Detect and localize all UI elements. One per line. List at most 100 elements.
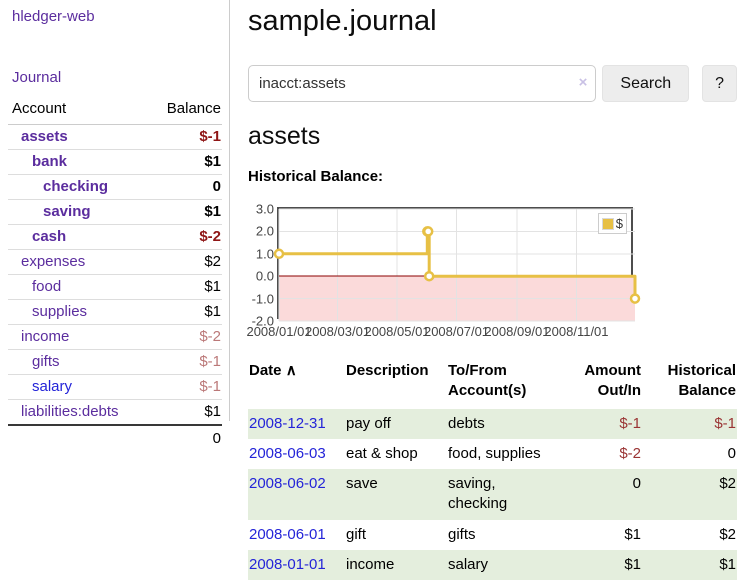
- register-header-tofrom: To/From Account(s): [448, 362, 527, 400]
- account-link-supplies[interactable]: supplies: [32, 303, 88, 320]
- transaction-date-link[interactable]: 2008-12-31: [249, 414, 326, 432]
- transaction-amount: $-1: [619, 414, 641, 432]
- x-axis-tick-label: 2008/07/01: [423, 324, 490, 339]
- transaction-row: 2008-06-01 gift gifts $1 $2: [248, 520, 737, 550]
- transaction-accounts: gifts: [448, 525, 476, 543]
- transaction-date-link[interactable]: 2008-06-01: [249, 525, 326, 543]
- account-link-expenses[interactable]: expenses: [21, 253, 86, 270]
- transaction-amount: $-2: [619, 444, 641, 462]
- account-row: supplies $1: [8, 299, 222, 325]
- transaction-balance: $2: [719, 525, 736, 543]
- account-balance: $-1: [147, 349, 222, 375]
- help-button[interactable]: ?: [702, 65, 737, 102]
- sidebar: hledger-web Journal Account Balance asse…: [0, 0, 230, 451]
- search-input[interactable]: [248, 65, 597, 102]
- transaction-accounts: salary: [448, 555, 489, 573]
- transaction-amount: $1: [624, 555, 641, 573]
- register-header-balance: Historical Balance: [667, 362, 736, 400]
- transaction-amount: 0: [632, 475, 641, 492]
- account-row: cash $-2: [8, 224, 222, 250]
- accounts-header-balance: Balance: [147, 97, 222, 125]
- account-link-liabilities-debts[interactable]: liabilities:debts: [21, 403, 119, 420]
- transaction-description: eat & shop: [346, 444, 418, 462]
- account-row: bank $1: [8, 149, 222, 175]
- transaction-row: 2008-06-03 eat & shop food, supplies $-2 0: [248, 439, 737, 469]
- account-row: income $-2: [8, 324, 222, 350]
- search-button[interactable]: Search: [602, 65, 690, 102]
- transaction-accounts: saving, checking: [448, 475, 508, 513]
- y-axis-tick-label: 2.0: [255, 223, 274, 239]
- account-row: expenses $2: [8, 249, 222, 275]
- account-link-food[interactable]: food: [32, 278, 62, 295]
- sort-ascending-icon: ∧: [285, 362, 297, 379]
- transaction-balance: 0: [727, 444, 736, 462]
- transaction-accounts: food, supplies: [448, 444, 541, 462]
- account-row: assets $-1: [8, 125, 222, 150]
- account-balance: 0: [147, 174, 222, 200]
- chart-legend: $: [597, 213, 627, 234]
- transaction-balance: $1: [719, 555, 736, 573]
- account-balance: $1: [147, 299, 222, 325]
- page-title: sample.journal: [248, 5, 437, 37]
- register-header-description: Description: [346, 362, 429, 379]
- account-heading: assets: [248, 122, 321, 150]
- balance-chart: $ 3.0 2.0 1.0 0.0 -1.0 -2.0 2008/01/01 2008/03/…: [246, 193, 737, 343]
- legend-swatch-icon: [601, 217, 614, 230]
- transaction-accounts: debts: [448, 414, 485, 432]
- legend-label: $: [615, 216, 623, 231]
- chart-title: Historical Balance:: [248, 168, 384, 185]
- account-balance: $1: [147, 274, 222, 300]
- account-balance: $-1: [147, 374, 222, 400]
- clear-search-icon[interactable]: ×: [578, 74, 588, 91]
- transaction-balance: $2: [719, 475, 736, 492]
- accounts-total: 0: [147, 424, 222, 451]
- y-axis-tick-label: 0.0: [255, 268, 274, 284]
- account-row: checking 0: [8, 174, 222, 200]
- account-balance: $-2: [147, 224, 222, 250]
- account-link-checking[interactable]: checking: [43, 178, 109, 195]
- sidebar-item-journal[interactable]: Journal: [12, 69, 62, 86]
- register-header-amount: Amount Out/In: [584, 362, 641, 400]
- transaction-date-link[interactable]: 2008-06-03: [249, 444, 326, 462]
- register-header-date[interactable]: Date ∧: [249, 362, 297, 379]
- y-axis-tick-label: -1.0: [251, 291, 274, 307]
- transaction-description: save: [346, 475, 378, 492]
- account-row: gifts $-1: [8, 349, 222, 375]
- account-row: salary $-1: [8, 374, 222, 400]
- transaction-row: 2008-01-01 income salary $1 $1: [248, 549, 737, 580]
- x-axis-tick-label: 2008/01/01: [246, 324, 312, 339]
- accounts-total-row: 0: [8, 424, 222, 451]
- accounts-table: Account Balance assets $-1 bank $1 checking 0…: [8, 97, 222, 451]
- account-link-cash[interactable]: cash: [32, 228, 67, 245]
- account-balance: $1: [147, 149, 222, 175]
- account-balance: $-1: [199, 128, 221, 145]
- chart-plot-area: $: [273, 207, 641, 322]
- x-axis-tick-label: 2008/03/01: [304, 324, 371, 339]
- transaction-balance: $-1: [714, 414, 736, 432]
- accounts-header-account: Account: [8, 97, 148, 125]
- register-table: Date ∧ Description To/From Account(s) Am…: [248, 359, 737, 580]
- account-balance: $1: [147, 199, 222, 225]
- y-axis-tick-label: 3.0: [255, 201, 274, 217]
- account-link-saving[interactable]: saving: [43, 203, 91, 220]
- app-title-link[interactable]: hledger-web: [12, 8, 95, 25]
- transaction-description: income: [346, 555, 395, 573]
- search-row: × Search ?: [248, 65, 737, 102]
- transaction-date-link[interactable]: 2008-01-01: [249, 555, 326, 573]
- transaction-description: pay off: [346, 414, 391, 432]
- account-balance: $-2: [147, 324, 222, 350]
- transaction-row: 2008-06-02 save saving, checking 0 $2: [248, 469, 737, 520]
- account-link-salary[interactable]: salary: [32, 378, 73, 395]
- transaction-date-link[interactable]: 2008-06-02: [249, 475, 326, 492]
- y-axis-tick-label: 1.0: [255, 246, 274, 262]
- x-axis-tick-label: 2008/11/01: [544, 324, 609, 339]
- account-link-bank[interactable]: bank: [32, 153, 68, 170]
- y-axis-tick-label: -2.0: [251, 313, 274, 329]
- account-link-assets[interactable]: assets: [21, 128, 68, 145]
- account-link-income[interactable]: income: [21, 328, 70, 345]
- x-axis-tick-label: 2008/05/01: [364, 324, 430, 339]
- account-link-gifts[interactable]: gifts: [32, 353, 60, 370]
- transaction-amount: $1: [624, 525, 641, 543]
- account-balance: $2: [147, 249, 222, 275]
- transaction-description: gift: [346, 525, 367, 543]
